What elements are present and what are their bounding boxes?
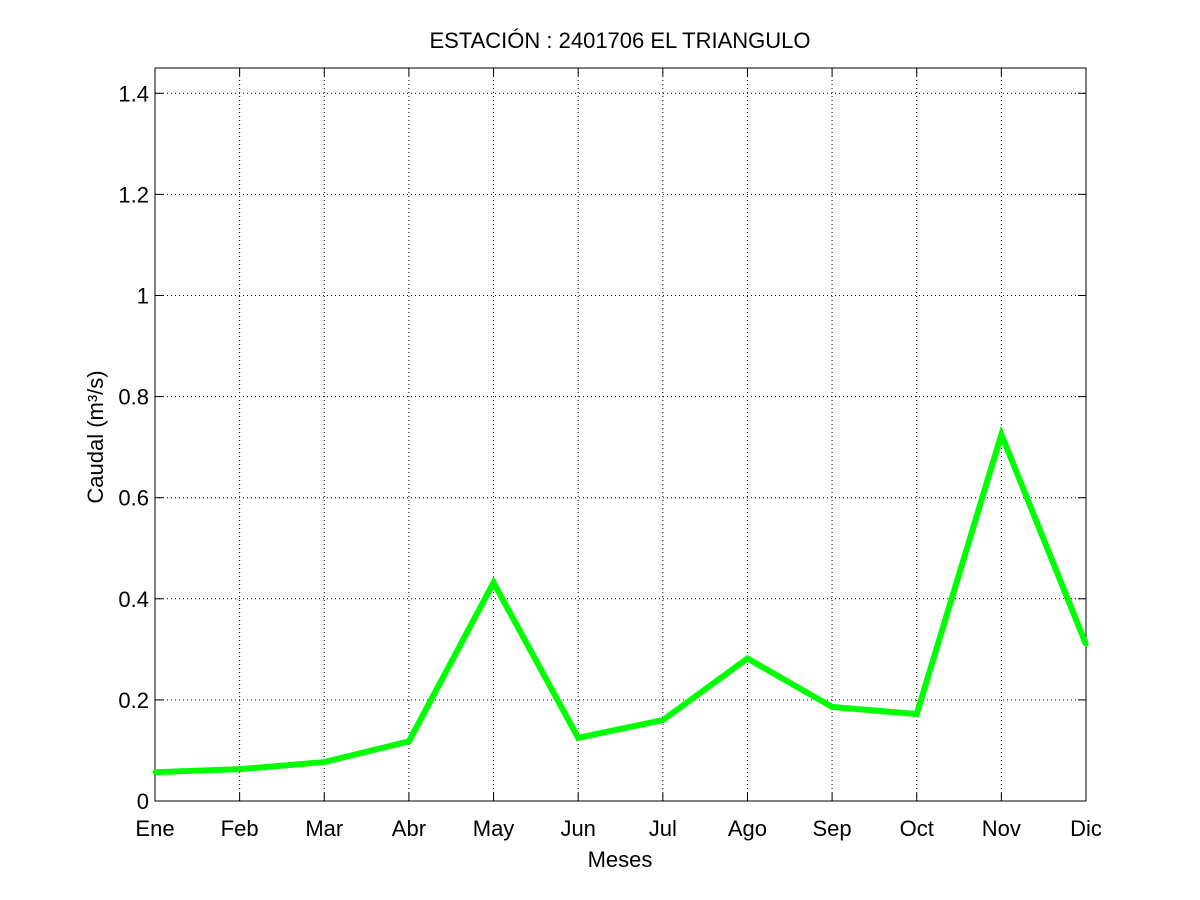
data-point [914,711,920,717]
y-tick-labels: 0 0.2 0.4 0.6 0.8 1 1.2 1.4 [118,81,149,814]
data-point [152,769,158,775]
y-tick-label: 1 [137,283,149,308]
x-axis-label: Meses [588,847,653,872]
y-tick-label: 0.6 [118,486,149,511]
data-point [744,655,750,661]
data-point [406,738,412,744]
plot-area-frame [154,67,1087,802]
x-tick-label: Jun [560,816,595,841]
y-tick-label: 0.8 [118,385,149,410]
data-point [660,717,666,723]
series-line [154,425,1089,776]
data-point [998,432,1004,437]
data-point [321,759,327,765]
data-point [575,735,581,741]
y-tick-label: 0.2 [118,688,149,713]
x-tick-label: Jul [649,816,677,841]
series-layer [152,425,1089,776]
x-tick-label: Nov [982,816,1021,841]
data-point [491,580,497,586]
x-tick-label: May [473,816,515,841]
y-tick-label: 1.2 [118,182,149,207]
x-tick-label: Oct [900,816,934,841]
grid [155,68,1086,801]
data-point [1083,641,1089,647]
y-axis-label: Caudal (m³/s) [83,370,108,503]
x-tick-label: Dic [1070,816,1102,841]
y-tick-label: 0.4 [118,587,149,612]
data-point [829,704,835,710]
data-point [237,766,243,772]
x-tick-label: Sep [813,816,852,841]
y-tick-label: 0 [137,789,149,814]
x-tick-labels: Ene Feb Mar Abr May Jun Jul Ago Sep Oct Nov Dic [135,816,1101,841]
x-tick-label: Mar [305,816,343,841]
axis-ticks [154,68,1087,802]
chart-title: ESTACIÓN : 2401706 EL TRIANGULO [429,28,810,53]
x-tick-label: Ene [135,816,174,841]
y-tick-label: 1.4 [118,81,149,106]
x-tick-label: Abr [392,816,426,841]
x-tick-label: Feb [221,816,259,841]
x-tick-label: Ago [728,816,767,841]
